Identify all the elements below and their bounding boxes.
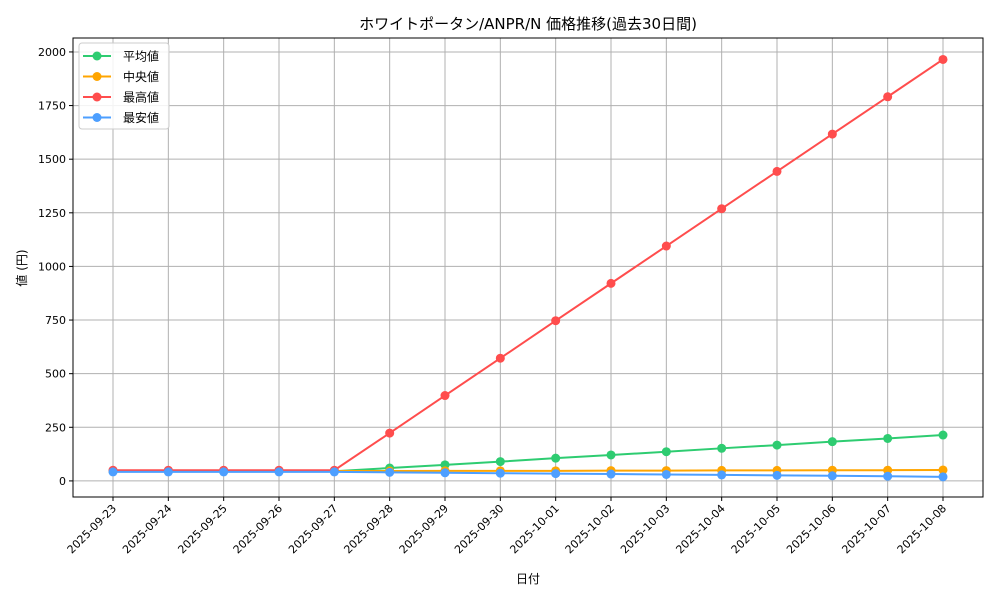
data-point: [772, 470, 782, 480]
data-point: [661, 447, 671, 457]
data-point: [827, 471, 837, 481]
y-tick-label: 750: [45, 314, 66, 327]
series-line: [113, 434, 944, 473]
legend-marker: [92, 113, 102, 122]
y-tick-label: 500: [45, 368, 66, 381]
x-tick-label: 2025-10-04: [673, 502, 727, 556]
data-point: [827, 129, 837, 139]
series-3: [108, 467, 948, 482]
y-axis-label: 値 (円): [14, 249, 29, 286]
data-point: [440, 468, 450, 478]
x-tick-label: 2025-10-03: [618, 502, 672, 556]
chart-title: ホワイトポータン/ANPR/N 価格推移(過去30日間): [359, 15, 697, 33]
x-tick-label: 2025-10-06: [784, 502, 838, 556]
legend-marker: [92, 51, 102, 61]
x-tick-label: 2025-09-24: [120, 502, 174, 556]
data-point: [938, 472, 948, 482]
data-point: [495, 353, 505, 363]
data-point: [717, 443, 727, 453]
data-point: [717, 204, 727, 214]
legend-label: 最高値: [123, 90, 159, 105]
data-point: [661, 241, 671, 251]
data-point: [772, 440, 782, 450]
data-point: [274, 467, 284, 477]
data-point: [661, 469, 671, 479]
legend-marker: [92, 72, 102, 81]
legend-label: 最安値: [123, 110, 159, 125]
data-point: [938, 54, 948, 64]
data-point: [606, 278, 616, 288]
data-point: [883, 92, 893, 102]
data-point: [440, 391, 450, 401]
x-tick-label: 2025-09-27: [286, 502, 340, 556]
legend-marker: [92, 92, 102, 102]
x-tick-label: 2025-09-28: [341, 502, 395, 556]
data-point: [385, 428, 395, 438]
series-0: [108, 430, 948, 476]
series-line: [113, 470, 944, 478]
data-point: [219, 467, 229, 477]
legend-label: 中央値: [123, 69, 159, 84]
data-point: [606, 450, 616, 460]
data-point: [717, 470, 727, 480]
x-tick-label: 2025-10-02: [563, 502, 617, 556]
x-tick-label: 2025-09-29: [397, 502, 451, 556]
y-tick-label: 1000: [38, 260, 66, 273]
data-point: [883, 471, 893, 481]
data-point: [495, 457, 505, 467]
data-point: [551, 469, 561, 479]
y-tick-label: 250: [45, 421, 66, 434]
data-point: [938, 465, 948, 475]
plot-frame: [72, 37, 984, 498]
y-tick-label: 0: [59, 475, 66, 488]
data-point: [551, 316, 561, 326]
y-tick-label: 2000: [38, 46, 66, 59]
data-point: [495, 468, 505, 478]
series-2: [108, 54, 948, 475]
x-tick-label: 2025-09-26: [231, 502, 285, 556]
y-tick-label: 1750: [38, 100, 66, 113]
data-point: [772, 166, 782, 176]
y-tick-label: 1500: [38, 153, 66, 166]
data-point: [606, 469, 616, 479]
x-tick-label: 2025-10-08: [895, 502, 949, 556]
data-point: [827, 437, 837, 447]
x-tick-label: 2025-09-25: [175, 502, 229, 556]
x-tick-label: 2025-10-07: [839, 502, 893, 556]
x-tick-label: 2025-10-05: [729, 502, 783, 556]
legend-label: 平均値: [123, 49, 159, 64]
data-point: [163, 467, 173, 477]
data-point: [108, 467, 118, 477]
y-tick-label: 1250: [38, 207, 66, 220]
data-point: [329, 467, 339, 477]
x-axis-label: 日付: [516, 572, 540, 586]
data-point: [883, 433, 893, 443]
series-line: [113, 58, 944, 472]
data-point: [551, 453, 561, 463]
x-tick-label: 2025-10-01: [507, 502, 561, 556]
data-point: [938, 430, 948, 440]
x-tick-label: 2025-09-23: [65, 502, 119, 556]
x-tick-label: 2025-09-30: [452, 502, 506, 556]
data-point: [385, 467, 395, 477]
